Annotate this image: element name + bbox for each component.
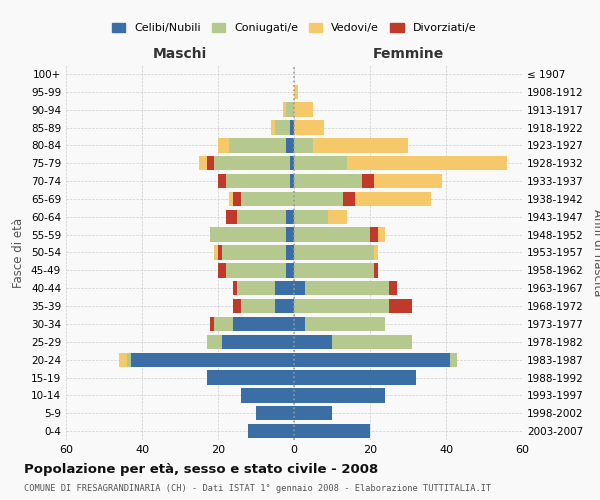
Bar: [290, 156, 294, 170]
Bar: [294, 174, 362, 188]
Text: COMUNE DI FRESAGRANDINARIA (CH) - Dati ISTAT 1° gennaio 2008 - Elaborazione TUTT: COMUNE DI FRESAGRANDINARIA (CH) - Dati I…: [24, 484, 491, 493]
Bar: [237, 281, 275, 295]
Bar: [294, 424, 370, 438]
Bar: [294, 317, 305, 331]
Bar: [218, 246, 222, 260]
Bar: [290, 120, 294, 134]
Bar: [214, 246, 218, 260]
Bar: [294, 281, 305, 295]
Bar: [294, 102, 313, 117]
Bar: [211, 317, 214, 331]
Bar: [347, 156, 507, 170]
Bar: [343, 192, 355, 206]
Bar: [374, 263, 377, 278]
Bar: [286, 228, 294, 242]
Bar: [256, 406, 294, 420]
Bar: [294, 334, 332, 349]
Bar: [229, 138, 286, 152]
Bar: [218, 174, 226, 188]
Bar: [127, 352, 131, 367]
Bar: [226, 174, 290, 188]
Bar: [275, 299, 294, 313]
Bar: [294, 299, 389, 313]
Bar: [294, 156, 347, 170]
Bar: [294, 370, 416, 384]
Bar: [328, 210, 347, 224]
Bar: [305, 281, 389, 295]
Bar: [294, 228, 370, 242]
Bar: [248, 424, 294, 438]
Bar: [286, 210, 294, 224]
Bar: [214, 317, 233, 331]
Bar: [226, 210, 237, 224]
Bar: [294, 192, 343, 206]
Bar: [271, 120, 275, 134]
Bar: [370, 228, 377, 242]
Bar: [233, 281, 237, 295]
Bar: [286, 102, 294, 117]
Bar: [233, 299, 241, 313]
Bar: [206, 370, 294, 384]
Bar: [233, 317, 294, 331]
Bar: [294, 120, 325, 134]
Bar: [294, 210, 328, 224]
Bar: [389, 299, 412, 313]
Bar: [332, 334, 412, 349]
Bar: [362, 174, 374, 188]
Bar: [283, 102, 286, 117]
Y-axis label: Anni di nascita: Anni di nascita: [592, 209, 600, 296]
Bar: [275, 281, 294, 295]
Bar: [389, 281, 397, 295]
Text: Popolazione per età, sesso e stato civile - 2008: Popolazione per età, sesso e stato civil…: [24, 462, 378, 475]
Bar: [241, 192, 294, 206]
Bar: [374, 246, 377, 260]
Bar: [241, 299, 275, 313]
Bar: [237, 210, 286, 224]
Bar: [294, 388, 385, 402]
Bar: [294, 352, 450, 367]
Bar: [214, 156, 290, 170]
Bar: [222, 246, 286, 260]
Bar: [450, 352, 457, 367]
Bar: [218, 263, 226, 278]
Bar: [294, 246, 374, 260]
Bar: [211, 228, 286, 242]
Bar: [294, 263, 374, 278]
Bar: [131, 352, 294, 367]
Bar: [294, 138, 313, 152]
Bar: [313, 138, 408, 152]
Legend: Celibi/Nubili, Coniugati/e, Vedovi/e, Divorziati/e: Celibi/Nubili, Coniugati/e, Vedovi/e, Di…: [107, 18, 481, 38]
Bar: [226, 263, 286, 278]
Bar: [275, 120, 290, 134]
Bar: [206, 334, 222, 349]
Bar: [294, 84, 298, 99]
Bar: [206, 156, 214, 170]
Bar: [377, 228, 385, 242]
Bar: [286, 263, 294, 278]
Bar: [241, 388, 294, 402]
Bar: [355, 192, 431, 206]
Text: Maschi: Maschi: [153, 48, 207, 62]
Bar: [229, 192, 233, 206]
Bar: [222, 334, 294, 349]
Y-axis label: Fasce di età: Fasce di età: [13, 218, 25, 288]
Bar: [199, 156, 206, 170]
Bar: [294, 406, 332, 420]
Bar: [290, 174, 294, 188]
Bar: [286, 246, 294, 260]
Bar: [119, 352, 127, 367]
Bar: [218, 138, 229, 152]
Bar: [374, 174, 442, 188]
Bar: [286, 138, 294, 152]
Bar: [233, 192, 241, 206]
Bar: [305, 317, 385, 331]
Text: Femmine: Femmine: [373, 48, 443, 62]
